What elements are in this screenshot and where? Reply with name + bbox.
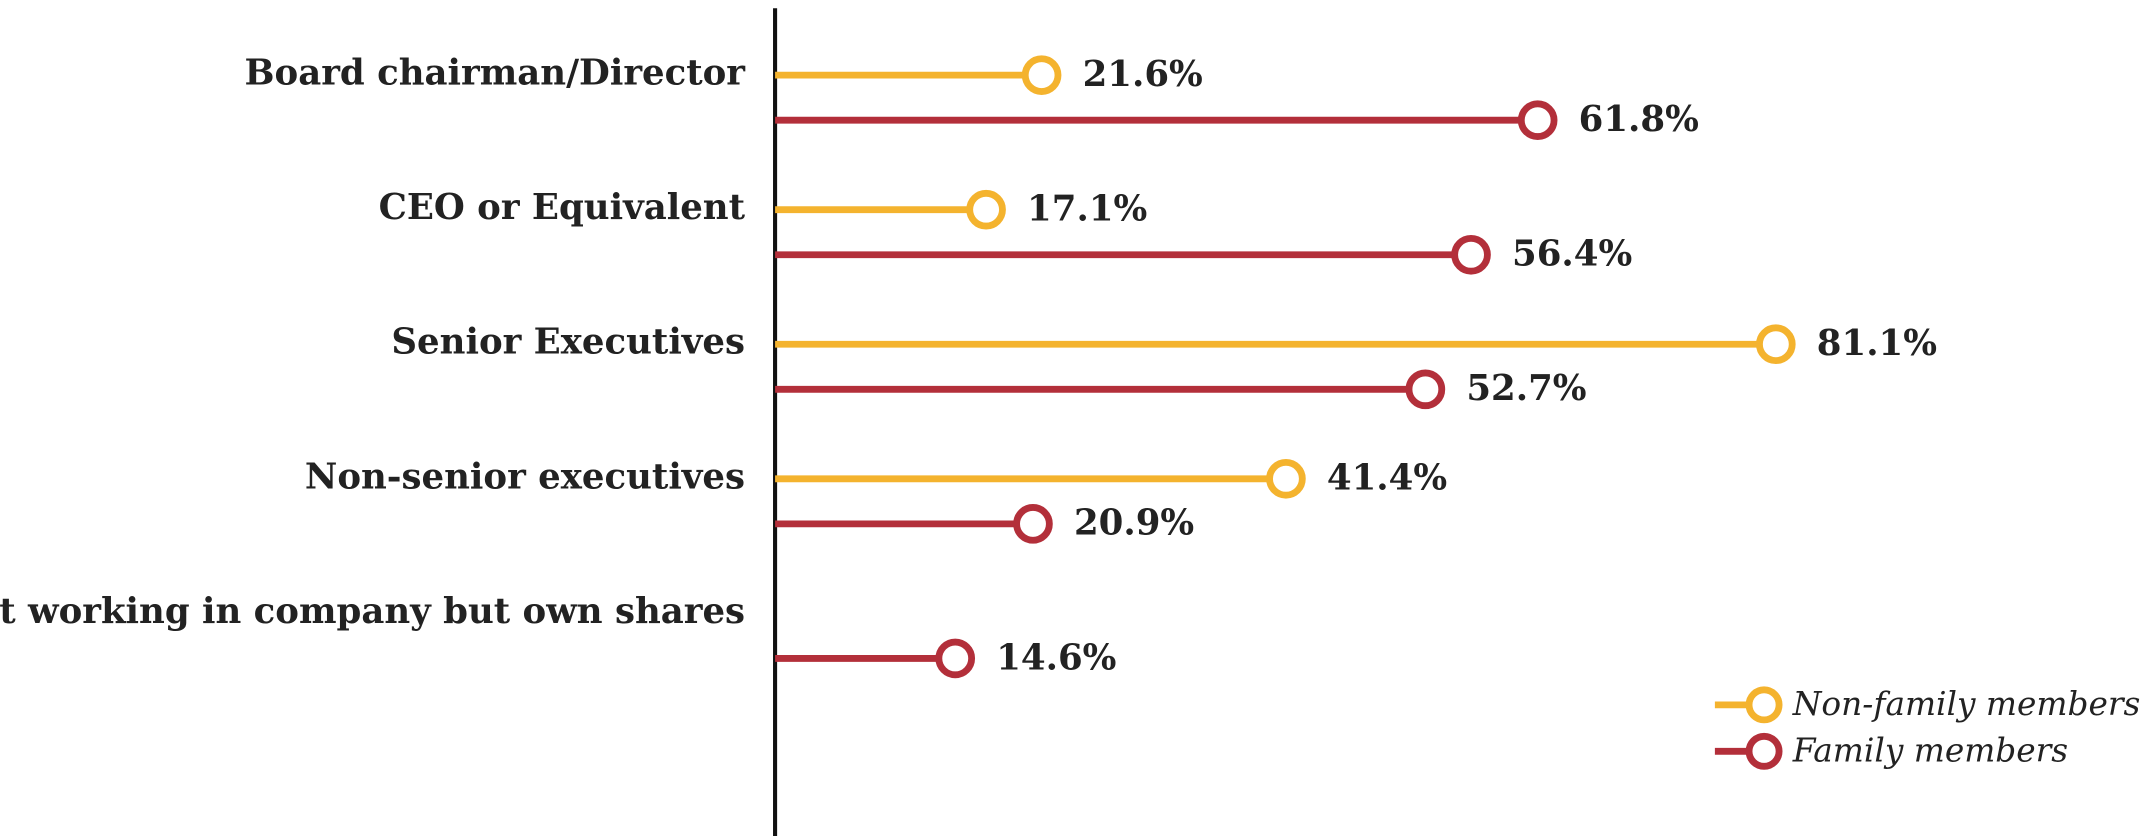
dot [1013,504,1053,544]
value-label: 61.8% [1579,99,1699,140]
dot [1021,55,1062,95]
legend-dot [1745,686,1783,724]
dot [1405,369,1446,410]
value-label: 21.6% [1083,54,1203,95]
category-label: Senior Executives [391,322,745,363]
value-label: 14.6% [996,637,1116,678]
category-label: Not working in company but own shares [0,591,745,632]
value-label: 41.4% [1327,458,1447,499]
category-label: Non-senior executives [305,456,745,497]
dot [966,189,1006,230]
legend-label: Family members [1792,732,2068,770]
value-label: 56.4% [1512,234,1632,275]
dot [935,638,976,679]
value-label: 17.1% [1027,189,1147,230]
dot [1756,324,1796,365]
value-label: 20.9% [1074,503,1194,544]
category-label: CEO or Equivalent [379,187,746,228]
value-label: 52.7% [1466,368,1586,409]
category-label: Board chairman/Director [245,53,747,94]
dot [1517,100,1558,141]
dot [1266,458,1306,499]
dot [1451,234,1491,275]
legend-dot [1745,732,1783,770]
legend-label: Non-family members [1792,685,2141,723]
value-label: 81.1% [1817,323,1937,364]
